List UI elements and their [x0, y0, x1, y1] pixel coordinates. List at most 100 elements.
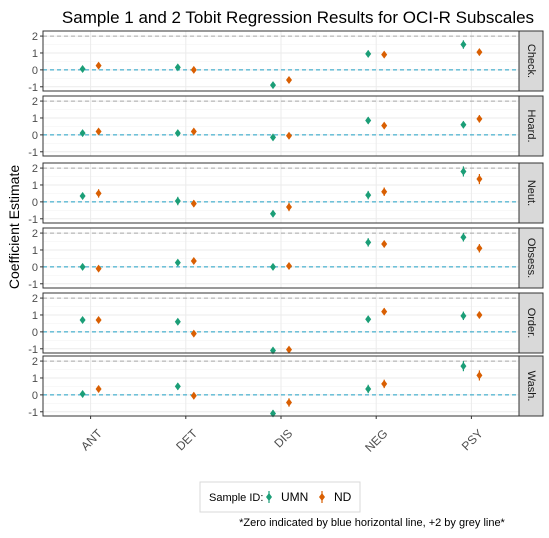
facet-strip	[518, 355, 544, 417]
y-tick-label: -1	[28, 82, 38, 94]
data-point-umn	[365, 238, 372, 247]
data-point-nd	[286, 202, 292, 211]
data-point-nd	[286, 76, 292, 85]
legend-key-nd	[319, 493, 325, 501]
legend: Sample ID: UMN ND	[199, 481, 361, 513]
panel-obsess: -1 0 1 2 Obsess.	[28, 227, 544, 291]
footnote: *Zero indicated by blue horizontal line,…	[239, 517, 505, 529]
y-tick-label: 0	[32, 262, 38, 274]
facet-strip-label: Check.	[525, 44, 537, 78]
data-point-nd	[190, 127, 197, 136]
data-point-umn	[79, 191, 86, 200]
data-point-nd	[190, 329, 197, 338]
data-point-nd	[476, 114, 483, 123]
facet-strip	[518, 227, 544, 289]
y-tick-label: -1	[28, 214, 38, 226]
data-point-nd	[476, 310, 483, 319]
y-tick-label: -1	[28, 279, 38, 291]
data-point-nd	[190, 391, 197, 400]
data-point-umn	[79, 262, 86, 271]
data-point-nd	[95, 384, 102, 393]
data-point-umn	[365, 49, 372, 58]
data-point-umn	[79, 390, 86, 399]
data-point-nd	[381, 240, 388, 249]
data-point-umn	[174, 382, 181, 391]
y-tick-label: -1	[28, 407, 38, 419]
data-point-umn	[79, 316, 86, 325]
facet-strip-label: Obsess.	[525, 238, 537, 278]
data-point-umn	[270, 409, 276, 418]
data-point-umn	[365, 116, 372, 125]
data-point-umn	[460, 311, 467, 320]
data-point-nd	[190, 199, 197, 208]
data-point-nd	[95, 127, 102, 136]
y-tick-label: 1	[32, 310, 38, 322]
data-point-umn	[460, 120, 467, 129]
facet-strip	[518, 30, 544, 92]
x-tick-label: DET	[173, 426, 200, 453]
panel-check: -1 0 1 2 Check.	[28, 30, 544, 94]
data-point-umn	[270, 346, 276, 355]
y-tick-label: 1	[32, 373, 38, 385]
data-point-umn	[365, 315, 372, 324]
data-point-umn	[460, 40, 467, 49]
data-point-umn	[460, 362, 467, 371]
data-point-umn	[460, 233, 467, 242]
data-point-nd	[95, 316, 102, 325]
legend-key-umn	[266, 493, 272, 501]
data-point-nd	[95, 264, 102, 273]
legend-title: Sample ID:	[209, 492, 263, 504]
data-point-umn	[365, 384, 372, 393]
y-tick-label: 1	[32, 245, 38, 257]
y-tick-label: 0	[32, 65, 38, 77]
data-point-nd	[381, 121, 388, 130]
facet-strip	[518, 162, 544, 224]
y-tick-label: 0	[32, 130, 38, 142]
data-point-umn	[270, 133, 276, 142]
x-tick-label: PSY	[459, 426, 486, 453]
data-point-umn	[460, 167, 467, 176]
data-point-nd	[95, 61, 102, 70]
x-tick-label: DIS	[271, 426, 295, 450]
data-point-umn	[174, 63, 181, 72]
y-axis-label: Coefficient Estimate	[6, 165, 22, 289]
facet-panels: -1 0 1 2 Check. -1 0 1 2 Hoard. -1 0 1 2 Neut. -1 0 1 2 Obs…	[28, 30, 544, 419]
data-point-umn	[174, 317, 181, 326]
data-point-umn	[270, 209, 276, 218]
legend-label-umn: UMN	[281, 490, 308, 504]
data-point-nd	[286, 345, 292, 354]
data-point-nd	[286, 131, 292, 140]
data-point-umn	[79, 65, 86, 74]
y-tick-label: 2	[32, 356, 38, 368]
x-tick-label: ANT	[78, 426, 105, 453]
data-point-nd	[381, 307, 388, 316]
data-point-umn	[174, 129, 181, 138]
data-point-nd	[476, 371, 483, 380]
y-tick-label: 2	[32, 163, 38, 175]
data-point-nd	[190, 65, 197, 74]
chart-title: Sample 1 and 2 Tobit Regression Results …	[62, 8, 534, 27]
data-point-nd	[476, 244, 483, 253]
y-tick-label: 0	[32, 327, 38, 339]
y-tick-label: 0	[32, 390, 38, 402]
facet-strip-label: Order.	[525, 308, 537, 339]
data-point-nd	[286, 262, 292, 271]
data-point-nd	[286, 398, 292, 407]
facet-strip-label: Neut.	[525, 180, 537, 206]
data-point-nd	[381, 187, 388, 196]
data-point-nd	[190, 256, 197, 265]
y-tick-label: 2	[32, 96, 38, 108]
y-tick-label: 0	[32, 197, 38, 209]
panel-wash: -1 0 1 2 Wash.	[28, 355, 544, 419]
panel-neut: -1 0 1 2 Neut.	[28, 162, 544, 226]
facet-strip-label: Wash.	[525, 371, 537, 402]
facet-strip	[518, 95, 544, 157]
y-tick-label: -1	[28, 344, 38, 356]
x-axis: ANT DET DIS NEG PSY	[78, 416, 486, 455]
data-point-umn	[270, 81, 276, 90]
legend-box	[199, 481, 361, 513]
y-tick-label: 2	[32, 293, 38, 305]
data-point-nd	[476, 48, 483, 57]
y-tick-label: 1	[32, 113, 38, 125]
data-point-umn	[270, 262, 276, 271]
